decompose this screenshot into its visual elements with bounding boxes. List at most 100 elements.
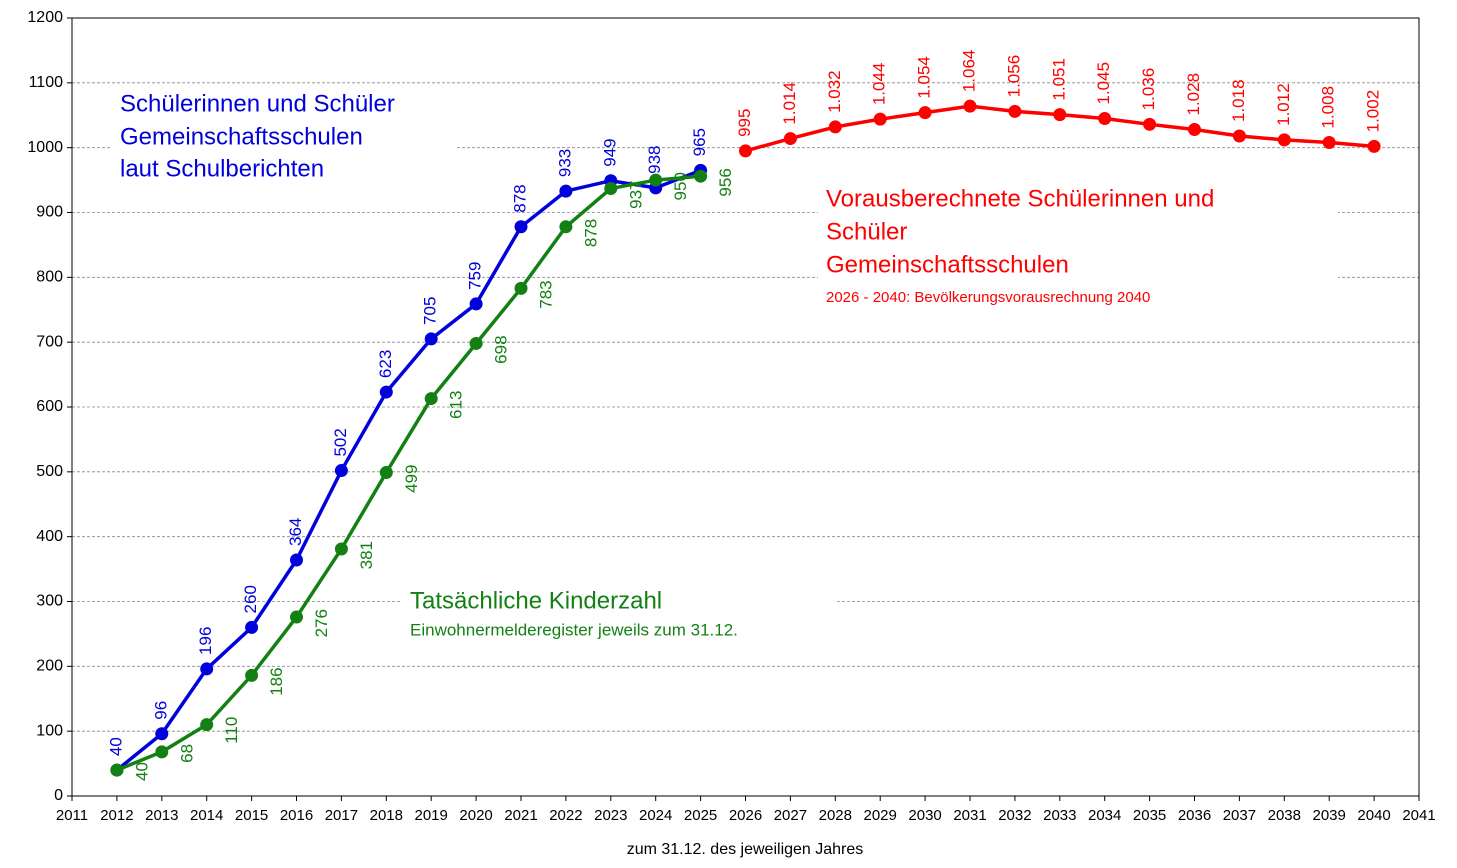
data-label: 950 (671, 172, 690, 200)
data-label: 613 (447, 391, 466, 419)
data-point (1188, 123, 1201, 137)
annotation: Einwohnermelderegister jeweils zum 31.12… (410, 620, 738, 639)
x-tick-label: 2019 (415, 807, 448, 824)
y-tick-label: 1200 (27, 9, 63, 26)
x-tick-label: 2013 (145, 807, 178, 824)
data-point (649, 173, 663, 187)
data-label: 260 (241, 585, 260, 613)
x-tick-label: 2038 (1268, 807, 1301, 824)
x-tick-label: 2037 (1223, 807, 1256, 824)
x-tick-label: 2028 (819, 807, 852, 824)
data-point (873, 112, 887, 126)
data-label: 956 (716, 168, 735, 196)
x-tick-label: 2039 (1313, 807, 1346, 824)
x-tick-label: 2018 (370, 807, 403, 824)
data-point (604, 182, 618, 196)
data-label: 759 (466, 262, 485, 290)
y-tick-label: 400 (36, 528, 63, 545)
x-axis-label: zum 31.12. des jeweiligen Jahres (627, 841, 864, 858)
x-tick-label: 2040 (1357, 807, 1390, 824)
data-point (245, 620, 259, 634)
data-label: 276 (312, 609, 331, 637)
data-point (334, 464, 348, 478)
x-tick-label: 2017 (325, 807, 358, 824)
data-label: 949 (600, 138, 619, 166)
y-tick-label: 300 (36, 593, 63, 610)
x-tick-label: 2027 (774, 807, 807, 824)
data-point (379, 385, 393, 399)
data-point (559, 220, 573, 234)
data-label: 1.064 (959, 50, 978, 93)
data-point (739, 144, 752, 158)
data-label: 1.002 (1364, 90, 1383, 133)
data-label: 1.012 (1274, 83, 1293, 126)
series-line (116, 174, 701, 772)
data-point (379, 465, 393, 479)
annotation: Gemeinschaftsschulen (120, 123, 363, 150)
data-point (424, 392, 438, 406)
data-label: 965 (690, 128, 709, 156)
y-tick-label: 700 (36, 333, 63, 350)
annotation-bg (402, 585, 837, 645)
data-label: 1.044 (870, 63, 889, 106)
x-tick-label: 2030 (908, 807, 941, 824)
annotation: Tatsächliche Kinderzahl (410, 587, 662, 614)
data-label: 364 (286, 518, 305, 546)
data-point (469, 336, 483, 350)
annotation-bg (112, 86, 457, 186)
data-label: 40 (132, 762, 151, 781)
y-tick-label: 500 (36, 463, 63, 480)
x-tick-label: 2011 (56, 807, 88, 824)
x-tick-label: 2029 (864, 807, 897, 824)
data-point (514, 220, 528, 234)
data-point (155, 727, 169, 741)
data-point (200, 718, 214, 732)
data-point (828, 120, 842, 134)
x-tick-label: 2012 (100, 807, 133, 824)
data-point (963, 99, 977, 113)
data-point (559, 184, 573, 198)
data-point (514, 281, 528, 295)
data-label: 783 (536, 280, 555, 308)
data-point (918, 106, 932, 120)
annotation: Schülerinnen und Schüler (120, 90, 395, 117)
annotation: Schüler (826, 218, 907, 245)
x-tick-label: 2025 (684, 807, 717, 824)
data-point (694, 169, 708, 183)
data-point (1098, 111, 1112, 125)
data-point (424, 332, 438, 346)
data-label: 68 (177, 744, 196, 763)
x-tick-label: 2021 (504, 807, 537, 824)
x-tick-label: 2022 (549, 807, 582, 824)
y-tick-label: 900 (36, 204, 63, 221)
data-point (290, 553, 303, 567)
data-point (245, 668, 259, 682)
series-line (115, 168, 702, 772)
data-point (110, 763, 124, 777)
data-label: 1.054 (915, 56, 934, 99)
data-label: 96 (151, 701, 170, 720)
y-tick-label: 200 (36, 658, 63, 675)
data-point (783, 132, 797, 146)
x-tick-label: 2035 (1133, 807, 1166, 824)
y-tick-label: 0 (54, 787, 63, 804)
data-point (1367, 139, 1381, 153)
data-label: 502 (331, 428, 350, 456)
data-label: 933 (555, 149, 574, 177)
x-tick-label: 2016 (280, 807, 313, 824)
data-label: 110 (222, 717, 241, 744)
y-tick-label: 600 (36, 398, 63, 415)
x-tick-label: 2036 (1178, 807, 1211, 824)
x-tick-label: 2024 (639, 807, 672, 824)
x-tick-label: 2041 (1402, 807, 1435, 824)
data-point (155, 745, 169, 759)
data-label: 1.051 (1049, 58, 1068, 101)
data-label: 40 (106, 737, 125, 756)
data-point (1143, 117, 1157, 131)
data-point (290, 610, 303, 624)
x-tick-label: 2014 (190, 807, 223, 824)
data-label: 186 (267, 667, 286, 695)
data-point (334, 542, 348, 556)
data-label: 937 (626, 181, 645, 209)
